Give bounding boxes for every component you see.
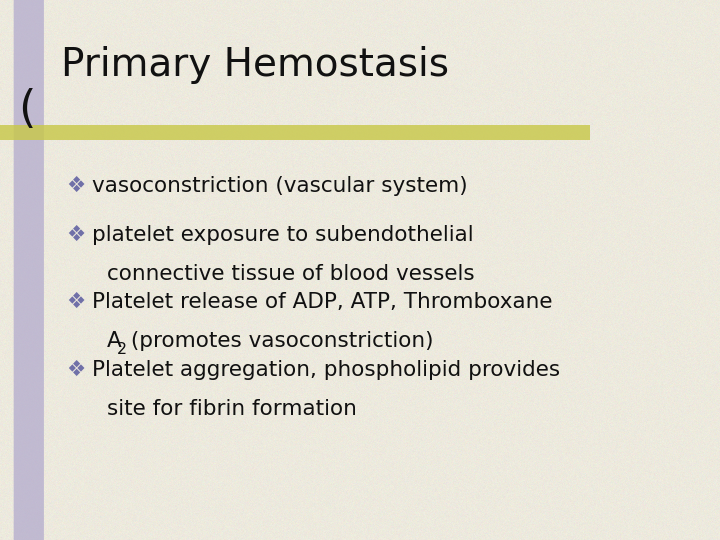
Text: ❖: ❖ [66, 225, 85, 245]
Text: connective tissue of blood vessels: connective tissue of blood vessels [107, 264, 474, 284]
Text: ❖: ❖ [66, 176, 85, 197]
Text: platelet exposure to subendothelial: platelet exposure to subendothelial [92, 225, 474, 245]
Text: Platelet release of ADP, ATP, Thromboxane: Platelet release of ADP, ATP, Thromboxan… [92, 292, 553, 313]
Bar [0, 125, 590, 140]
Text: (: ( [18, 87, 35, 131]
Text: 2: 2 [117, 342, 127, 357]
Text: Primary Hemostasis: Primary Hemostasis [61, 46, 449, 84]
Text: vasoconstriction (vascular system): vasoconstriction (vascular system) [92, 176, 468, 197]
Text: Platelet aggregation, phospholipid provides: Platelet aggregation, phospholipid provi… [92, 360, 560, 380]
Text: site for fibrin formation: site for fibrin formation [107, 399, 356, 419]
Text: ❖: ❖ [66, 292, 85, 313]
Text: A: A [107, 331, 121, 352]
Text: ❖: ❖ [66, 360, 85, 380]
FancyBboxPatch shape [14, 0, 44, 540]
Text: (promotes vasoconstriction): (promotes vasoconstriction) [124, 331, 433, 352]
